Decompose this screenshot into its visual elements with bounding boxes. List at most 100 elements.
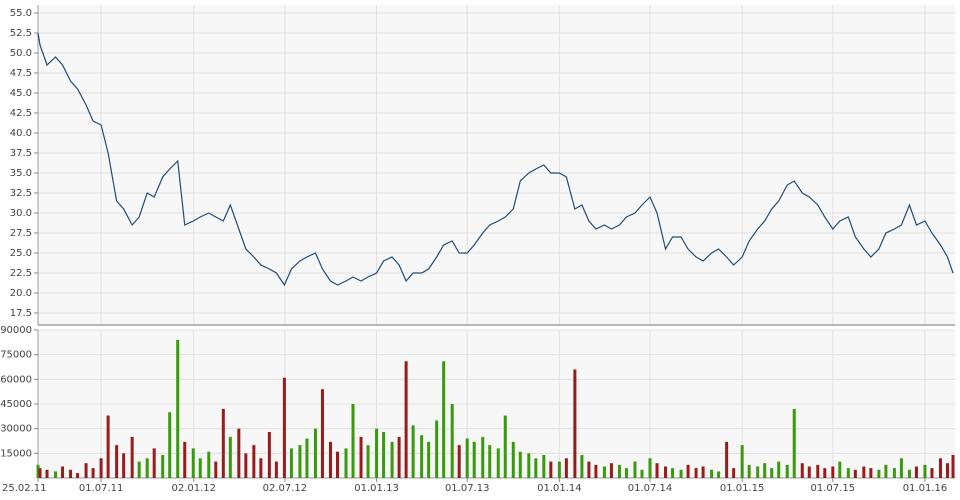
volume-bar: [640, 469, 644, 478]
volume-bar: [807, 466, 811, 478]
y-tick-label: 32.5: [10, 188, 32, 199]
volume-bar: [686, 464, 690, 478]
volume-bar: [84, 463, 88, 478]
volume-bar: [252, 445, 256, 478]
y-tick-label: 35.0: [10, 168, 32, 179]
y-tick-label: 15000: [0, 448, 32, 459]
volume-bar: [594, 464, 598, 478]
volume-bar: [914, 466, 918, 478]
volume-bar: [549, 461, 553, 478]
volume-bar: [717, 471, 721, 478]
volume-bar: [267, 431, 271, 478]
volume-bar: [770, 468, 774, 478]
volume-bar: [176, 339, 180, 478]
volume-bar: [404, 361, 408, 478]
volume-bar: [938, 458, 942, 478]
volume-bar: [274, 461, 278, 478]
volume-bar: [617, 464, 621, 478]
volume-bar: [725, 441, 729, 478]
volume-bar: [45, 469, 49, 478]
y-tick-label: 60000: [0, 374, 32, 385]
volume-bar: [633, 461, 637, 478]
y-tick-label: 17.5: [10, 308, 32, 319]
volume-bar: [488, 445, 492, 478]
price-line: [37, 32, 954, 287]
volume-bar: [61, 466, 65, 478]
volume-bar: [351, 404, 355, 478]
volume-bar: [228, 436, 232, 478]
volume-bar: [923, 464, 927, 478]
x-tick-label: 01.07.11: [79, 483, 124, 494]
volume-bar: [411, 425, 415, 478]
volume-bar: [472, 441, 476, 478]
volume-bar: [137, 461, 141, 478]
volume-bar: [573, 369, 577, 478]
volume-bar: [152, 448, 156, 478]
volume-bar: [359, 436, 363, 478]
volume-bar: [518, 451, 522, 478]
volume-bar: [221, 408, 225, 478]
volume-bar: [420, 435, 424, 478]
volume-bar: [366, 445, 370, 478]
volume-bar: [465, 438, 469, 478]
y-tick-label: 22.5: [10, 268, 32, 279]
volume-bar: [207, 451, 211, 478]
volume-bar: [800, 463, 804, 478]
volume-bar: [161, 454, 165, 478]
x-tick-label: 01.01.16: [903, 483, 948, 494]
volume-bar: [481, 436, 485, 478]
volume-bar: [710, 469, 714, 478]
volume-bar: [69, 469, 73, 478]
x-tick-label: 01.07.13: [445, 483, 490, 494]
volume-bar: [785, 464, 789, 478]
volume-bar: [534, 458, 538, 478]
y-tick-label: 55.0: [10, 8, 32, 19]
x-tick-label: 01.01.15: [720, 483, 765, 494]
volume-bar: [145, 458, 149, 478]
volume-bar: [130, 436, 134, 478]
volume-bar: [671, 468, 675, 478]
volume-bar: [853, 469, 857, 478]
volume-bar: [344, 448, 348, 478]
volume-bar: [106, 415, 110, 478]
volume-bar: [609, 463, 613, 478]
volume-bar: [679, 469, 683, 478]
y-tick-label: 45.0: [10, 88, 32, 99]
volume-bar: [694, 468, 698, 478]
volume-bar: [99, 458, 103, 478]
volume-bar: [335, 451, 339, 478]
volume-bar: [496, 448, 500, 478]
volume-bar: [777, 461, 781, 478]
volume-bar: [427, 441, 431, 478]
volume-bar: [183, 441, 187, 478]
volume-bar: [899, 458, 903, 478]
volume-bar: [877, 469, 881, 478]
y-tick-label: 25.0: [10, 248, 32, 259]
volume-bar: [298, 445, 302, 478]
volume-bar: [435, 420, 439, 478]
y-tick-label: 27.5: [10, 228, 32, 239]
volume-bar: [816, 464, 820, 478]
volume-bar: [320, 389, 324, 478]
y-tick-label: 45000: [0, 399, 32, 410]
y-tick-label: 42.5: [10, 108, 32, 119]
volume-bar: [54, 471, 58, 478]
volume-bar: [450, 404, 454, 478]
volume-bar: [846, 468, 850, 478]
y-tick-label: 20.0: [10, 288, 32, 299]
volume-bar: [580, 454, 584, 478]
volume-bar: [36, 464, 40, 478]
volume-bar: [945, 463, 949, 478]
volume-bar: [862, 466, 866, 478]
volume-bar: [792, 408, 796, 478]
volume-bar: [884, 464, 888, 478]
volume-bar: [732, 468, 736, 478]
volume-bar: [397, 436, 401, 478]
x-tick-label: 01.01.13: [354, 483, 399, 494]
volume-bar: [244, 453, 248, 478]
volume-bar: [951, 454, 955, 478]
volume-bar: [168, 412, 172, 478]
volume-bar: [503, 415, 507, 478]
volume-bar: [76, 473, 80, 478]
volume-bar: [907, 469, 911, 478]
